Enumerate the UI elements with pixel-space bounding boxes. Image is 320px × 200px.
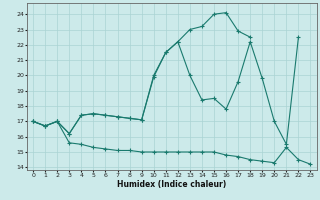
X-axis label: Humidex (Indice chaleur): Humidex (Indice chaleur) — [117, 180, 227, 189]
